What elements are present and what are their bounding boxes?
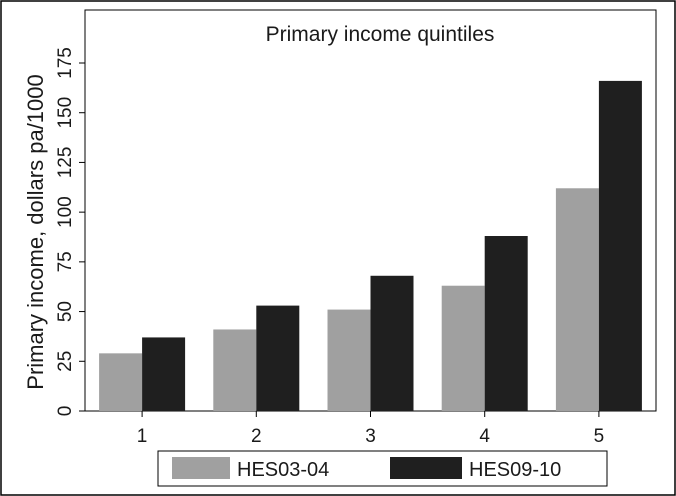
legend-label-hes09-10: HES09-10	[469, 459, 561, 481]
y-tick-label: 150	[55, 97, 76, 129]
y-axis-label: Primary income, dollars pa/1000	[23, 74, 48, 389]
bar-hes09-10-q5	[598, 80, 642, 411]
legend-label-hes03-04: HES03-04	[237, 459, 329, 481]
bar-hes09-10-q2	[256, 305, 300, 411]
x-tick-label: 5	[594, 426, 605, 447]
bar-hes03-04-q4	[441, 285, 485, 411]
y-tick-label: 100	[55, 196, 76, 228]
legend: HES03-04 HES09-10	[157, 450, 608, 487]
x-tick-label: 4	[479, 426, 490, 447]
x-tick-label: 1	[137, 426, 148, 447]
legend-swatch-hes03-04	[172, 457, 230, 479]
bar-hes03-04-q1	[99, 353, 143, 411]
y-tick-label: 175	[55, 47, 76, 79]
bar-hes09-10-q1	[142, 337, 186, 411]
y-tick-label: 25	[55, 351, 76, 372]
bar-hes09-10-q3	[370, 275, 414, 411]
chart-title: Primary income quintiles	[266, 23, 495, 46]
y-tick-label: 0	[55, 406, 76, 417]
bar-hes09-10-q4	[484, 236, 528, 411]
bar-hes03-04-q3	[327, 309, 371, 411]
legend-box	[157, 450, 608, 487]
bar-hes03-04-q5	[555, 188, 599, 411]
bar-hes03-04-q2	[213, 329, 257, 411]
legend-swatch-hes09-10	[390, 457, 462, 479]
y-tick-label: 75	[55, 251, 76, 272]
y-tick-label: 125	[55, 147, 76, 179]
y-tick-label: 50	[55, 301, 76, 322]
x-tick-label: 2	[251, 426, 262, 447]
plot-area: 0 25 50 75 100 125 150 175 1 2 3 4 5	[55, 9, 657, 447]
x-tick-label: 3	[365, 426, 376, 447]
